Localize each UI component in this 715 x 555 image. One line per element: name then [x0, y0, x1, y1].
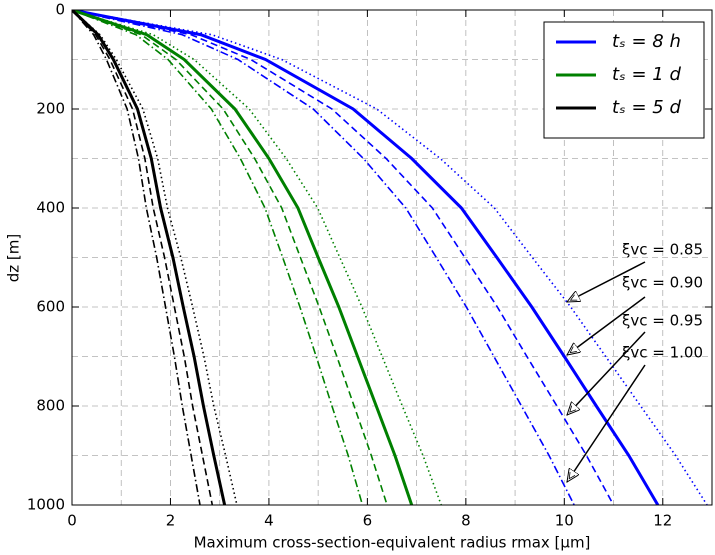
annotation: ξvc = 0.85: [622, 241, 703, 259]
x-tick-label: 4: [264, 512, 274, 530]
x-tick-label: 12: [653, 512, 672, 530]
annotation-arrow: [567, 261, 646, 303]
annotation: ξvc = 0.90: [622, 274, 703, 292]
y-tick-label: 400: [36, 199, 65, 217]
x-axis-label: Maximum cross-section-equivalent radius …: [194, 534, 591, 552]
y-tick-label: 0: [55, 1, 65, 19]
line-series: [72, 10, 364, 505]
annotation: ξvc = 0.95: [622, 312, 703, 330]
y-tick-label: 600: [36, 298, 65, 316]
line-series: [72, 10, 414, 505]
x-tick-label: 2: [166, 512, 176, 530]
line-series: [72, 10, 201, 505]
plot-lines: [72, 10, 708, 505]
annotation-arrow: [567, 296, 646, 355]
x-tick-label: 0: [67, 512, 77, 530]
legend-label: tₛ = 5 d: [612, 97, 681, 118]
y-axis-label: dz [m]: [5, 234, 23, 282]
legend-label: tₛ = 8 h: [612, 31, 681, 52]
line-series: [72, 10, 388, 505]
annotation-arrow: [567, 331, 646, 415]
x-tick-label: 10: [555, 512, 574, 530]
line-series: [72, 10, 708, 505]
line-series: [72, 10, 575, 505]
annotation: ξvc = 1.00: [622, 344, 703, 362]
x-tick-label: 6: [363, 512, 373, 530]
line-series: [72, 10, 660, 505]
legend-label: tₛ = 1 d: [612, 64, 681, 85]
x-tick-label: 8: [461, 512, 471, 530]
line-series: [72, 10, 227, 505]
line-series: [72, 10, 214, 505]
annotation-arrow: [567, 364, 646, 482]
plot-frame: [71, 9, 713, 506]
y-tick-label: 1000: [27, 496, 65, 514]
y-tick-label: 200: [36, 100, 65, 118]
line-series: [72, 10, 238, 505]
line-series: [72, 10, 615, 505]
y-tick-label: 800: [36, 397, 65, 415]
